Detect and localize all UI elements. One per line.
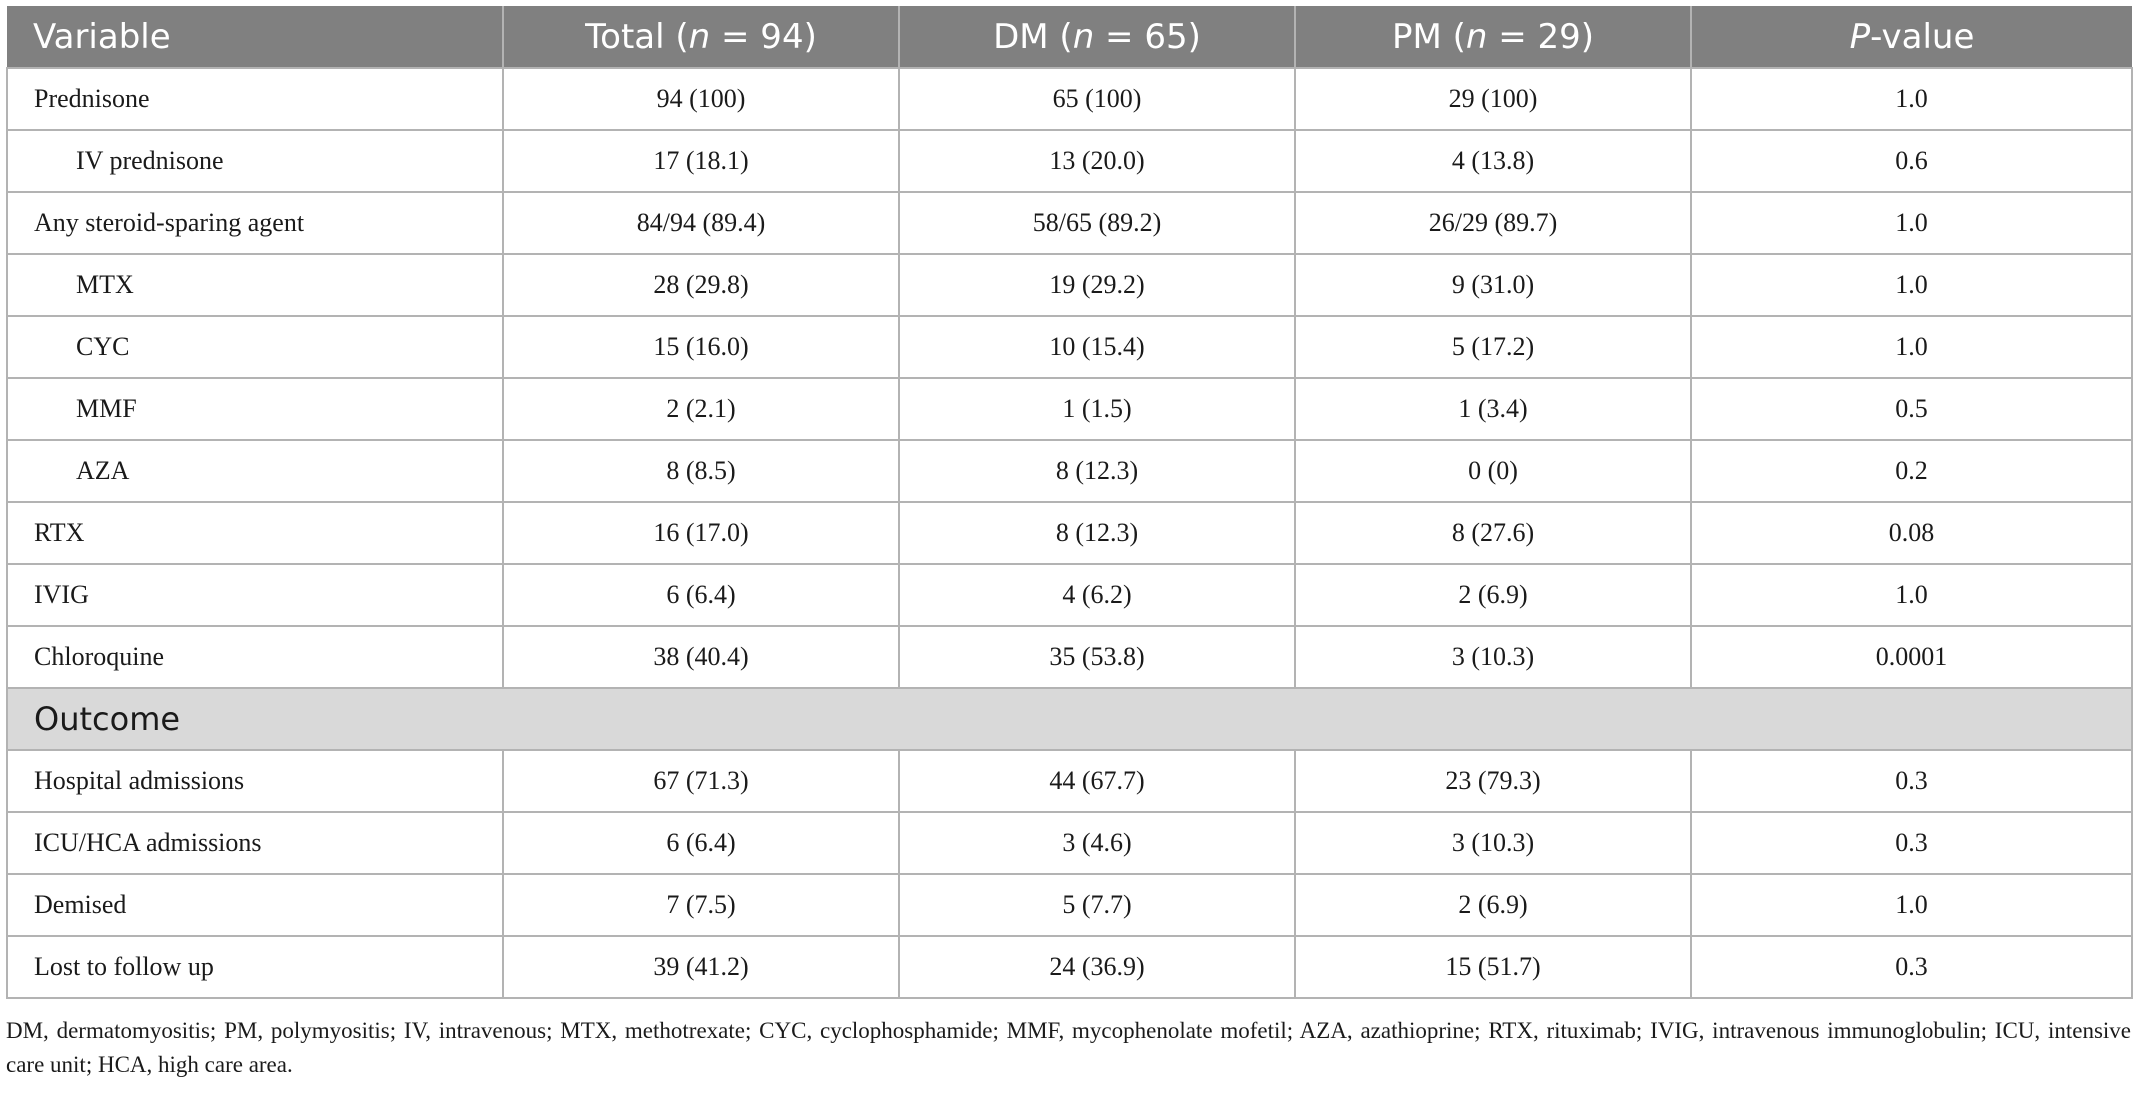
table-header: Variable Total (n = 94) DM (n = 65) PM (… (7, 6, 2132, 69)
table-row: Prednisone 94 (100) 65 (100) 29 (100) 1.… (6, 67, 2133, 131)
cell-total: 15 (16.0) (502, 315, 900, 379)
table-row: ICU/HCA admissions 6 (6.4) 3 (4.6) 3 (10… (6, 811, 2133, 875)
cell-pm: 26/29 (89.7) (1294, 191, 1692, 255)
cell-variable: RTX (6, 501, 504, 565)
cell-pm: 2 (6.9) (1294, 563, 1692, 627)
cell-variable: IVIG (6, 563, 504, 627)
cell-p: 0.08 (1690, 501, 2133, 565)
cell-variable: Lost to follow up (6, 935, 504, 999)
cell-dm: 58/65 (89.2) (898, 191, 1296, 255)
cell-variable: Hospital admissions (6, 749, 504, 813)
cell-dm: 10 (15.4) (898, 315, 1296, 379)
cell-dm: 44 (67.7) (898, 749, 1296, 813)
header-total: Total (n = 94) (503, 6, 900, 69)
header-pm: PM (n = 29) (1295, 6, 1692, 69)
treatment-outcome-table: Variable Total (n = 94) DM (n = 65) PM (… (6, 6, 2133, 999)
cell-total: 84/94 (89.4) (502, 191, 900, 255)
table-row: AZA 8 (8.5) 8 (12.3) 0 (0) 0.2 (6, 439, 2133, 503)
header-dm: DM (n = 65) (899, 6, 1296, 69)
cell-dm: 24 (36.9) (898, 935, 1296, 999)
cell-dm: 5 (7.7) (898, 873, 1296, 937)
cell-pm: 3 (10.3) (1294, 625, 1692, 689)
cell-total: 2 (2.1) (502, 377, 900, 441)
cell-pm: 3 (10.3) (1294, 811, 1692, 875)
cell-pm: 23 (79.3) (1294, 749, 1692, 813)
cell-total: 7 (7.5) (502, 873, 900, 937)
cell-total: 8 (8.5) (502, 439, 900, 503)
table-row: IVIG 6 (6.4) 4 (6.2) 2 (6.9) 1.0 (6, 563, 2133, 627)
cell-dm: 35 (53.8) (898, 625, 1296, 689)
cell-pm: 29 (100) (1294, 67, 1692, 131)
table-row: CYC 15 (16.0) 10 (15.4) 5 (17.2) 1.0 (6, 315, 2133, 379)
cell-total: 28 (29.8) (502, 253, 900, 317)
table-row: Any steroid-sparing agent 84/94 (89.4) 5… (6, 191, 2133, 255)
cell-dm: 13 (20.0) (898, 129, 1296, 193)
cell-total: 38 (40.4) (502, 625, 900, 689)
cell-p: 0.0001 (1690, 625, 2133, 689)
table-row: Hospital admissions 67 (71.3) 44 (67.7) … (6, 749, 2133, 813)
cell-variable: MMF (6, 377, 504, 441)
cell-dm: 8 (12.3) (898, 439, 1296, 503)
cell-pm: 1 (3.4) (1294, 377, 1692, 441)
cell-total: 39 (41.2) (502, 935, 900, 999)
table-row: MTX 28 (29.8) 19 (29.2) 9 (31.0) 1.0 (6, 253, 2133, 317)
cell-variable: CYC (6, 315, 504, 379)
cell-p: 1.0 (1690, 253, 2133, 317)
cell-dm: 19 (29.2) (898, 253, 1296, 317)
cell-total: 6 (6.4) (502, 811, 900, 875)
table-row: Demised 7 (7.5) 5 (7.7) 2 (6.9) 1.0 (6, 873, 2133, 937)
cell-p: 1.0 (1690, 315, 2133, 379)
cell-p: 0.2 (1690, 439, 2133, 503)
cell-variable: Demised (6, 873, 504, 937)
section-label: Outcome (6, 687, 2133, 751)
cell-total: 94 (100) (502, 67, 900, 131)
header-row: Variable Total (n = 94) DM (n = 65) PM (… (7, 6, 2132, 69)
cell-pm: 4 (13.8) (1294, 129, 1692, 193)
cell-variable: MTX (6, 253, 504, 317)
cell-pm: 15 (51.7) (1294, 935, 1692, 999)
cell-p: 0.3 (1690, 935, 2133, 999)
cell-dm: 4 (6.2) (898, 563, 1296, 627)
cell-variable: ICU/HCA admissions (6, 811, 504, 875)
cell-p: 0.6 (1690, 129, 2133, 193)
cell-total: 17 (18.1) (502, 129, 900, 193)
cell-dm: 1 (1.5) (898, 377, 1296, 441)
cell-pm: 5 (17.2) (1294, 315, 1692, 379)
cell-pm: 2 (6.9) (1294, 873, 1692, 937)
cell-total: 67 (71.3) (502, 749, 900, 813)
table-container: Variable Total (n = 94) DM (n = 65) PM (… (6, 6, 2133, 999)
cell-dm: 65 (100) (898, 67, 1296, 131)
cell-p: 0.5 (1690, 377, 2133, 441)
table-footnote: DM, dermatomyositis; PM, polymyositis; I… (6, 1018, 2131, 1077)
cell-dm: 3 (4.6) (898, 811, 1296, 875)
header-p-value: P-value (1691, 6, 2132, 69)
cell-total: 16 (17.0) (502, 501, 900, 565)
cell-variable: Prednisone (6, 67, 504, 131)
table-row: RTX 16 (17.0) 8 (12.3) 8 (27.6) 0.08 (6, 501, 2133, 565)
cell-variable: Chloroquine (6, 625, 504, 689)
table-row: MMF 2 (2.1) 1 (1.5) 1 (3.4) 0.5 (6, 377, 2133, 441)
cell-variable: AZA (6, 439, 504, 503)
cell-pm: 9 (31.0) (1294, 253, 1692, 317)
cell-p: 1.0 (1690, 191, 2133, 255)
table-row: IV prednisone 17 (18.1) 13 (20.0) 4 (13.… (6, 129, 2133, 193)
cell-p: 0.3 (1690, 811, 2133, 875)
cell-pm: 0 (0) (1294, 439, 1692, 503)
table-body: Prednisone 94 (100) 65 (100) 29 (100) 1.… (6, 67, 2133, 999)
cell-p: 1.0 (1690, 563, 2133, 627)
header-variable: Variable (7, 6, 504, 69)
cell-p: 1.0 (1690, 67, 2133, 131)
section-row-outcome: Outcome (6, 687, 2133, 751)
cell-p: 0.3 (1690, 749, 2133, 813)
table-row: Chloroquine 38 (40.4) 35 (53.8) 3 (10.3)… (6, 625, 2133, 689)
table-row: Lost to follow up 39 (41.2) 24 (36.9) 15… (6, 935, 2133, 999)
cell-total: 6 (6.4) (502, 563, 900, 627)
cell-p: 1.0 (1690, 873, 2133, 937)
cell-variable: Any steroid-sparing agent (6, 191, 504, 255)
cell-pm: 8 (27.6) (1294, 501, 1692, 565)
cell-variable: IV prednisone (6, 129, 504, 193)
cell-dm: 8 (12.3) (898, 501, 1296, 565)
